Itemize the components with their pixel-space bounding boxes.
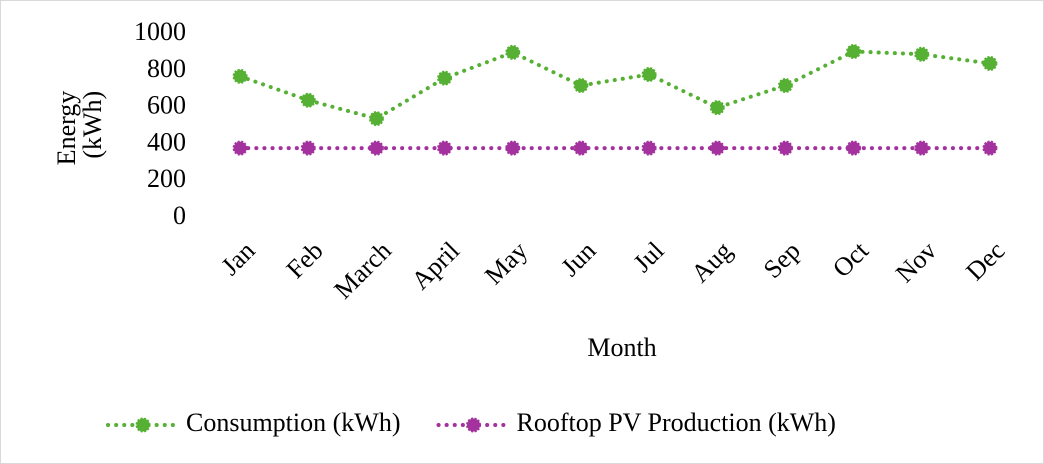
marker — [846, 140, 862, 156]
marker — [709, 140, 725, 156]
marker — [232, 68, 248, 84]
y-axis-title: Energy (kWh) — [52, 91, 107, 166]
marker — [641, 140, 657, 156]
marker — [982, 140, 998, 156]
marker — [135, 417, 151, 433]
y-tick-label: 400 — [147, 127, 186, 156]
marker — [982, 55, 998, 71]
marker — [914, 46, 930, 62]
y-tick-label: 1000 — [134, 17, 186, 46]
marker — [466, 417, 481, 433]
marker — [437, 70, 453, 86]
y-tick-label: 800 — [147, 54, 186, 83]
marker — [368, 111, 384, 127]
legend-label: Rooftop PV Production (kWh) — [517, 408, 836, 437]
marker — [777, 140, 793, 156]
marker — [573, 78, 589, 94]
legend-label: Consumption (kWh) — [186, 408, 401, 437]
marker — [573, 140, 589, 156]
marker — [300, 92, 316, 108]
marker — [846, 43, 862, 59]
marker — [368, 140, 384, 156]
marker — [505, 140, 521, 156]
marker — [505, 44, 521, 60]
marker — [300, 140, 316, 156]
marker — [641, 66, 657, 82]
x-axis-title: Month — [587, 333, 656, 362]
y-tick-label: 200 — [147, 164, 186, 193]
series-line — [238, 49, 992, 121]
marker — [914, 140, 930, 156]
y-tick-label: 600 — [147, 91, 186, 120]
marker — [437, 140, 453, 156]
y-tick-label: 0 — [173, 201, 186, 230]
marker — [709, 100, 725, 116]
marker — [777, 78, 793, 94]
marker — [232, 140, 248, 156]
